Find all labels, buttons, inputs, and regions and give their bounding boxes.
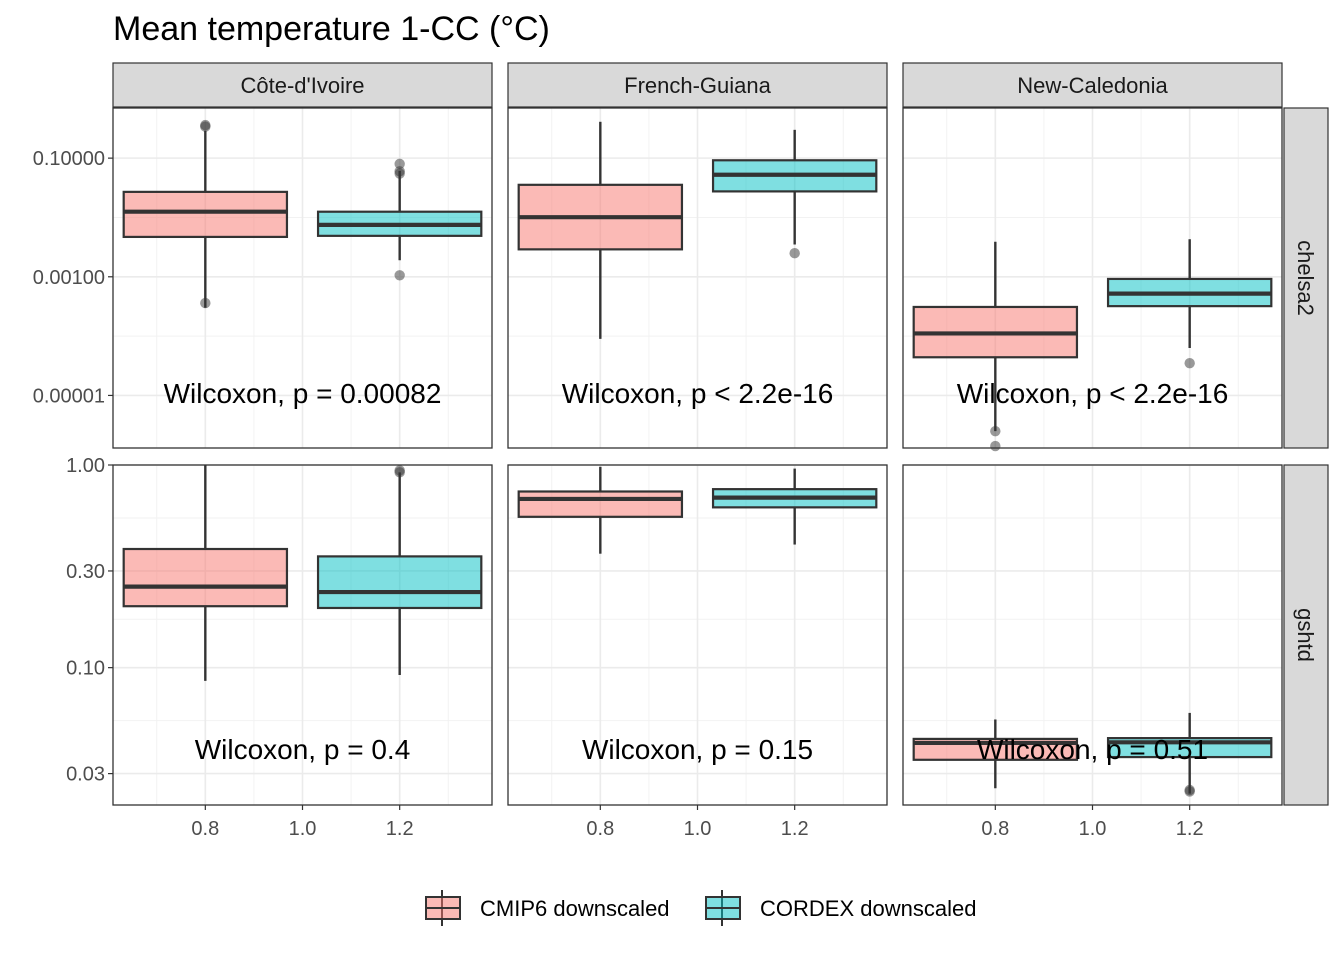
x-tick-label: 1.0 bbox=[1079, 818, 1107, 840]
legend-item: CMIP6 downscaled bbox=[425, 890, 670, 926]
outlier-point bbox=[1184, 357, 1195, 369]
boxplot-cordex bbox=[1106, 712, 1273, 797]
wilcoxon-annotation: Wilcoxon, p = 0.51 bbox=[977, 734, 1208, 765]
facet-panel: Wilcoxon, p = 0.4 bbox=[112, 464, 493, 806]
wilcoxon-annotation: Wilcoxon, p < 2.2e-16 bbox=[562, 378, 834, 409]
outlier-point bbox=[990, 440, 1001, 452]
box-iqr bbox=[122, 547, 289, 608]
strip-background bbox=[1283, 464, 1329, 806]
boxplot-cmip6 bbox=[122, 465, 289, 681]
outlier-point bbox=[200, 119, 211, 131]
boxplot-cordex bbox=[1106, 239, 1273, 369]
panel-border bbox=[112, 464, 493, 806]
x-tick-label: 1.0 bbox=[684, 818, 712, 840]
facet-strip-column: New-Caledonia bbox=[902, 62, 1283, 108]
outlier-point bbox=[394, 168, 405, 179]
legend-label: CORDEX downscaled bbox=[760, 896, 976, 921]
y-tick-label: 1.00 bbox=[66, 455, 105, 477]
chart-title: Mean temperature 1-CC (°C) bbox=[113, 10, 550, 48]
x-tick-label: 0.8 bbox=[586, 818, 614, 840]
boxplot-cordex bbox=[711, 468, 878, 545]
strip-label: French-Guiana bbox=[624, 73, 772, 98]
strip-background bbox=[112, 62, 493, 108]
strip-label: New-Caledonia bbox=[1017, 73, 1168, 98]
strip-background bbox=[1283, 107, 1329, 449]
x-tick-label: 1.2 bbox=[1176, 818, 1204, 840]
facet-panel: Wilcoxon, p < 2.2e-16 bbox=[902, 107, 1283, 452]
y-tick-label: 0.00001 bbox=[33, 385, 105, 407]
panel-border bbox=[902, 464, 1283, 806]
outlier-point bbox=[394, 158, 405, 170]
x-tick-label: 1.0 bbox=[289, 818, 317, 840]
box-iqr bbox=[517, 490, 684, 518]
strip-background bbox=[902, 62, 1283, 108]
wilcoxon-annotation: Wilcoxon, p = 0.00082 bbox=[164, 378, 442, 409]
y-tick-label: 0.03 bbox=[66, 764, 105, 786]
strip-background bbox=[507, 62, 888, 108]
panel-border bbox=[507, 107, 888, 449]
facet-strip-row: chelsa2 bbox=[1283, 107, 1329, 449]
y-tick-label: 0.10 bbox=[66, 658, 105, 680]
panel-border bbox=[507, 464, 888, 806]
box-iqr bbox=[316, 555, 483, 610]
strip-label: Côte-d'Ivoire bbox=[240, 73, 364, 98]
panel-border bbox=[112, 107, 493, 449]
facet-strip-column: Côte-d'Ivoire bbox=[112, 62, 493, 108]
x-tick-label: 1.2 bbox=[386, 818, 414, 840]
boxplot-cmip6 bbox=[122, 119, 289, 309]
boxplot-cordex bbox=[316, 465, 483, 675]
boxplot-cmip6 bbox=[912, 719, 1079, 789]
legend-label: CMIP6 downscaled bbox=[480, 896, 670, 921]
wilcoxon-annotation: Wilcoxon, p < 2.2e-16 bbox=[957, 378, 1229, 409]
strip-label: gshtd bbox=[1293, 608, 1318, 662]
x-tick-label: 0.8 bbox=[191, 818, 219, 840]
outlier-point bbox=[394, 467, 405, 478]
facet-panel: Wilcoxon, p < 2.2e-16 bbox=[507, 107, 888, 449]
x-tick-label: 1.2 bbox=[781, 818, 809, 840]
outlier-point bbox=[394, 270, 405, 281]
panel-border bbox=[902, 107, 1283, 449]
legend: CMIP6 downscaled CORDEX downscaled bbox=[425, 890, 976, 926]
x-tick-label: 0.8 bbox=[981, 818, 1009, 840]
facet-strip-column: French-Guiana bbox=[507, 62, 888, 108]
box-iqr bbox=[122, 190, 289, 239]
outlier-point bbox=[1184, 786, 1195, 797]
wilcoxon-annotation: Wilcoxon, p = 0.15 bbox=[582, 734, 813, 765]
facet-panel: Wilcoxon, p = 0.00082 bbox=[112, 107, 493, 449]
strip-label: chelsa2 bbox=[1293, 240, 1318, 316]
boxplot-cmip6 bbox=[517, 466, 684, 554]
y-tick-label: 0.10000 bbox=[33, 148, 105, 170]
facet-panel: Wilcoxon, p = 0.15 bbox=[507, 464, 888, 806]
facet-panel: Wilcoxon, p = 0.51 bbox=[902, 464, 1283, 806]
outlier-point bbox=[990, 425, 1001, 437]
boxplot-cmip6 bbox=[912, 241, 1079, 452]
y-tick-label: 0.00100 bbox=[33, 267, 105, 289]
legend-item: CORDEX downscaled bbox=[705, 890, 976, 926]
boxplot-cordex bbox=[316, 158, 483, 281]
panels-layer: Côte-d'Ivoire French-Guiana New-Caledonia c… bbox=[33, 62, 1329, 840]
boxplot-cordex bbox=[711, 129, 878, 259]
wilcoxon-annotation: Wilcoxon, p = 0.4 bbox=[195, 734, 411, 765]
boxplot-cmip6 bbox=[517, 121, 684, 339]
facet-strip-row: gshtd bbox=[1283, 464, 1329, 806]
outlier-point bbox=[789, 247, 800, 259]
y-tick-label: 0.30 bbox=[66, 561, 105, 583]
outlier-point bbox=[200, 297, 211, 309]
